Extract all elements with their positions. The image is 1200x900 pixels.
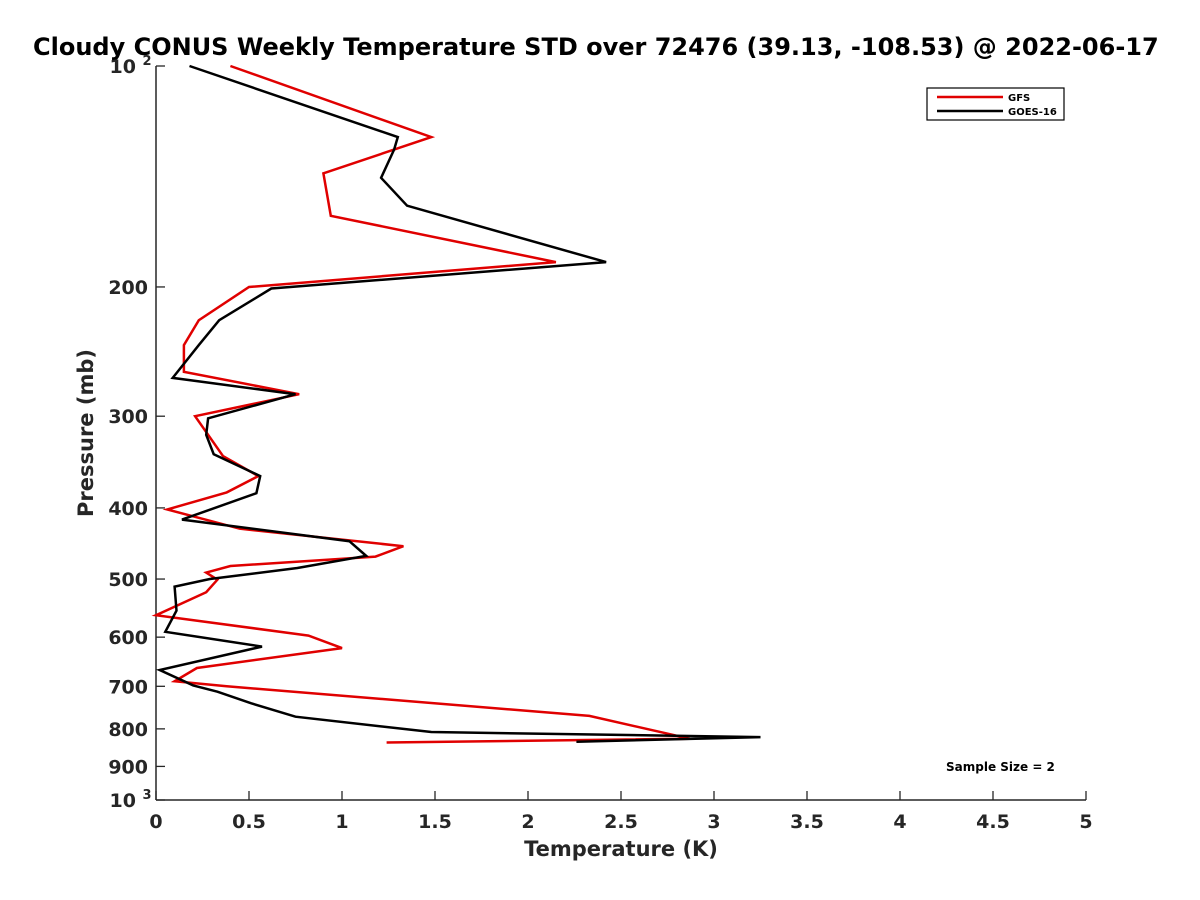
series-lines <box>151 64 761 744</box>
y-tick-label: 900 <box>108 756 148 778</box>
series-line-goes16 <box>155 64 761 744</box>
x-tick-label: 2.5 <box>604 811 638 833</box>
y-tick-label: 700 <box>108 676 148 698</box>
x-tick-label: 3.5 <box>790 811 824 833</box>
y-tick-label: 400 <box>108 498 148 520</box>
x-axis-label: Temperature (K) <box>524 837 718 861</box>
y-tick-label: 10 <box>110 56 136 78</box>
x-tick-label: 5 <box>1079 811 1092 833</box>
x-tick-label: 0 <box>149 811 162 833</box>
y-tick-label: 600 <box>108 627 148 649</box>
y-tick-exponent: 3 <box>142 788 151 803</box>
y-tick-label: 200 <box>108 277 148 299</box>
x-tick-label: 4.5 <box>976 811 1010 833</box>
x-tick-label: 3 <box>707 811 720 833</box>
x-tick-label: 1 <box>335 811 348 833</box>
y-tick-label: 10 <box>110 790 136 812</box>
y-axis-label: Pressure (mb) <box>74 349 98 517</box>
plot-area <box>155 66 1086 801</box>
x-tick-label: 1.5 <box>418 811 452 833</box>
chart-title: Cloudy CONUS Weekly Temperature STD over… <box>33 33 1159 61</box>
series-line-gfs <box>151 64 691 744</box>
sample-size-annotation: Sample Size = 2 <box>946 760 1055 774</box>
x-axis-ticks: 0 0.5 1 1.5 2 2.5 3 3.5 4 4.5 5 <box>149 791 1093 833</box>
legend-label-gfs: GFS <box>1008 93 1030 104</box>
y-tick-label: 500 <box>108 569 148 591</box>
legend: GFS GOES-16 <box>926 87 1065 121</box>
y-tick-exponent: 2 <box>142 54 151 69</box>
legend-label-goes16: GOES-16 <box>1008 107 1057 118</box>
y-axis-ticks: 10 2 200 300 400 500 600 700 800 900 10 3 <box>108 54 165 812</box>
x-tick-label: 2 <box>521 811 534 833</box>
legend-box <box>926 87 1065 121</box>
y-tick-label: 300 <box>108 406 148 428</box>
y-tick-label: 800 <box>108 719 148 741</box>
x-tick-label: 0.5 <box>232 811 266 833</box>
x-tick-label: 4 <box>893 811 906 833</box>
